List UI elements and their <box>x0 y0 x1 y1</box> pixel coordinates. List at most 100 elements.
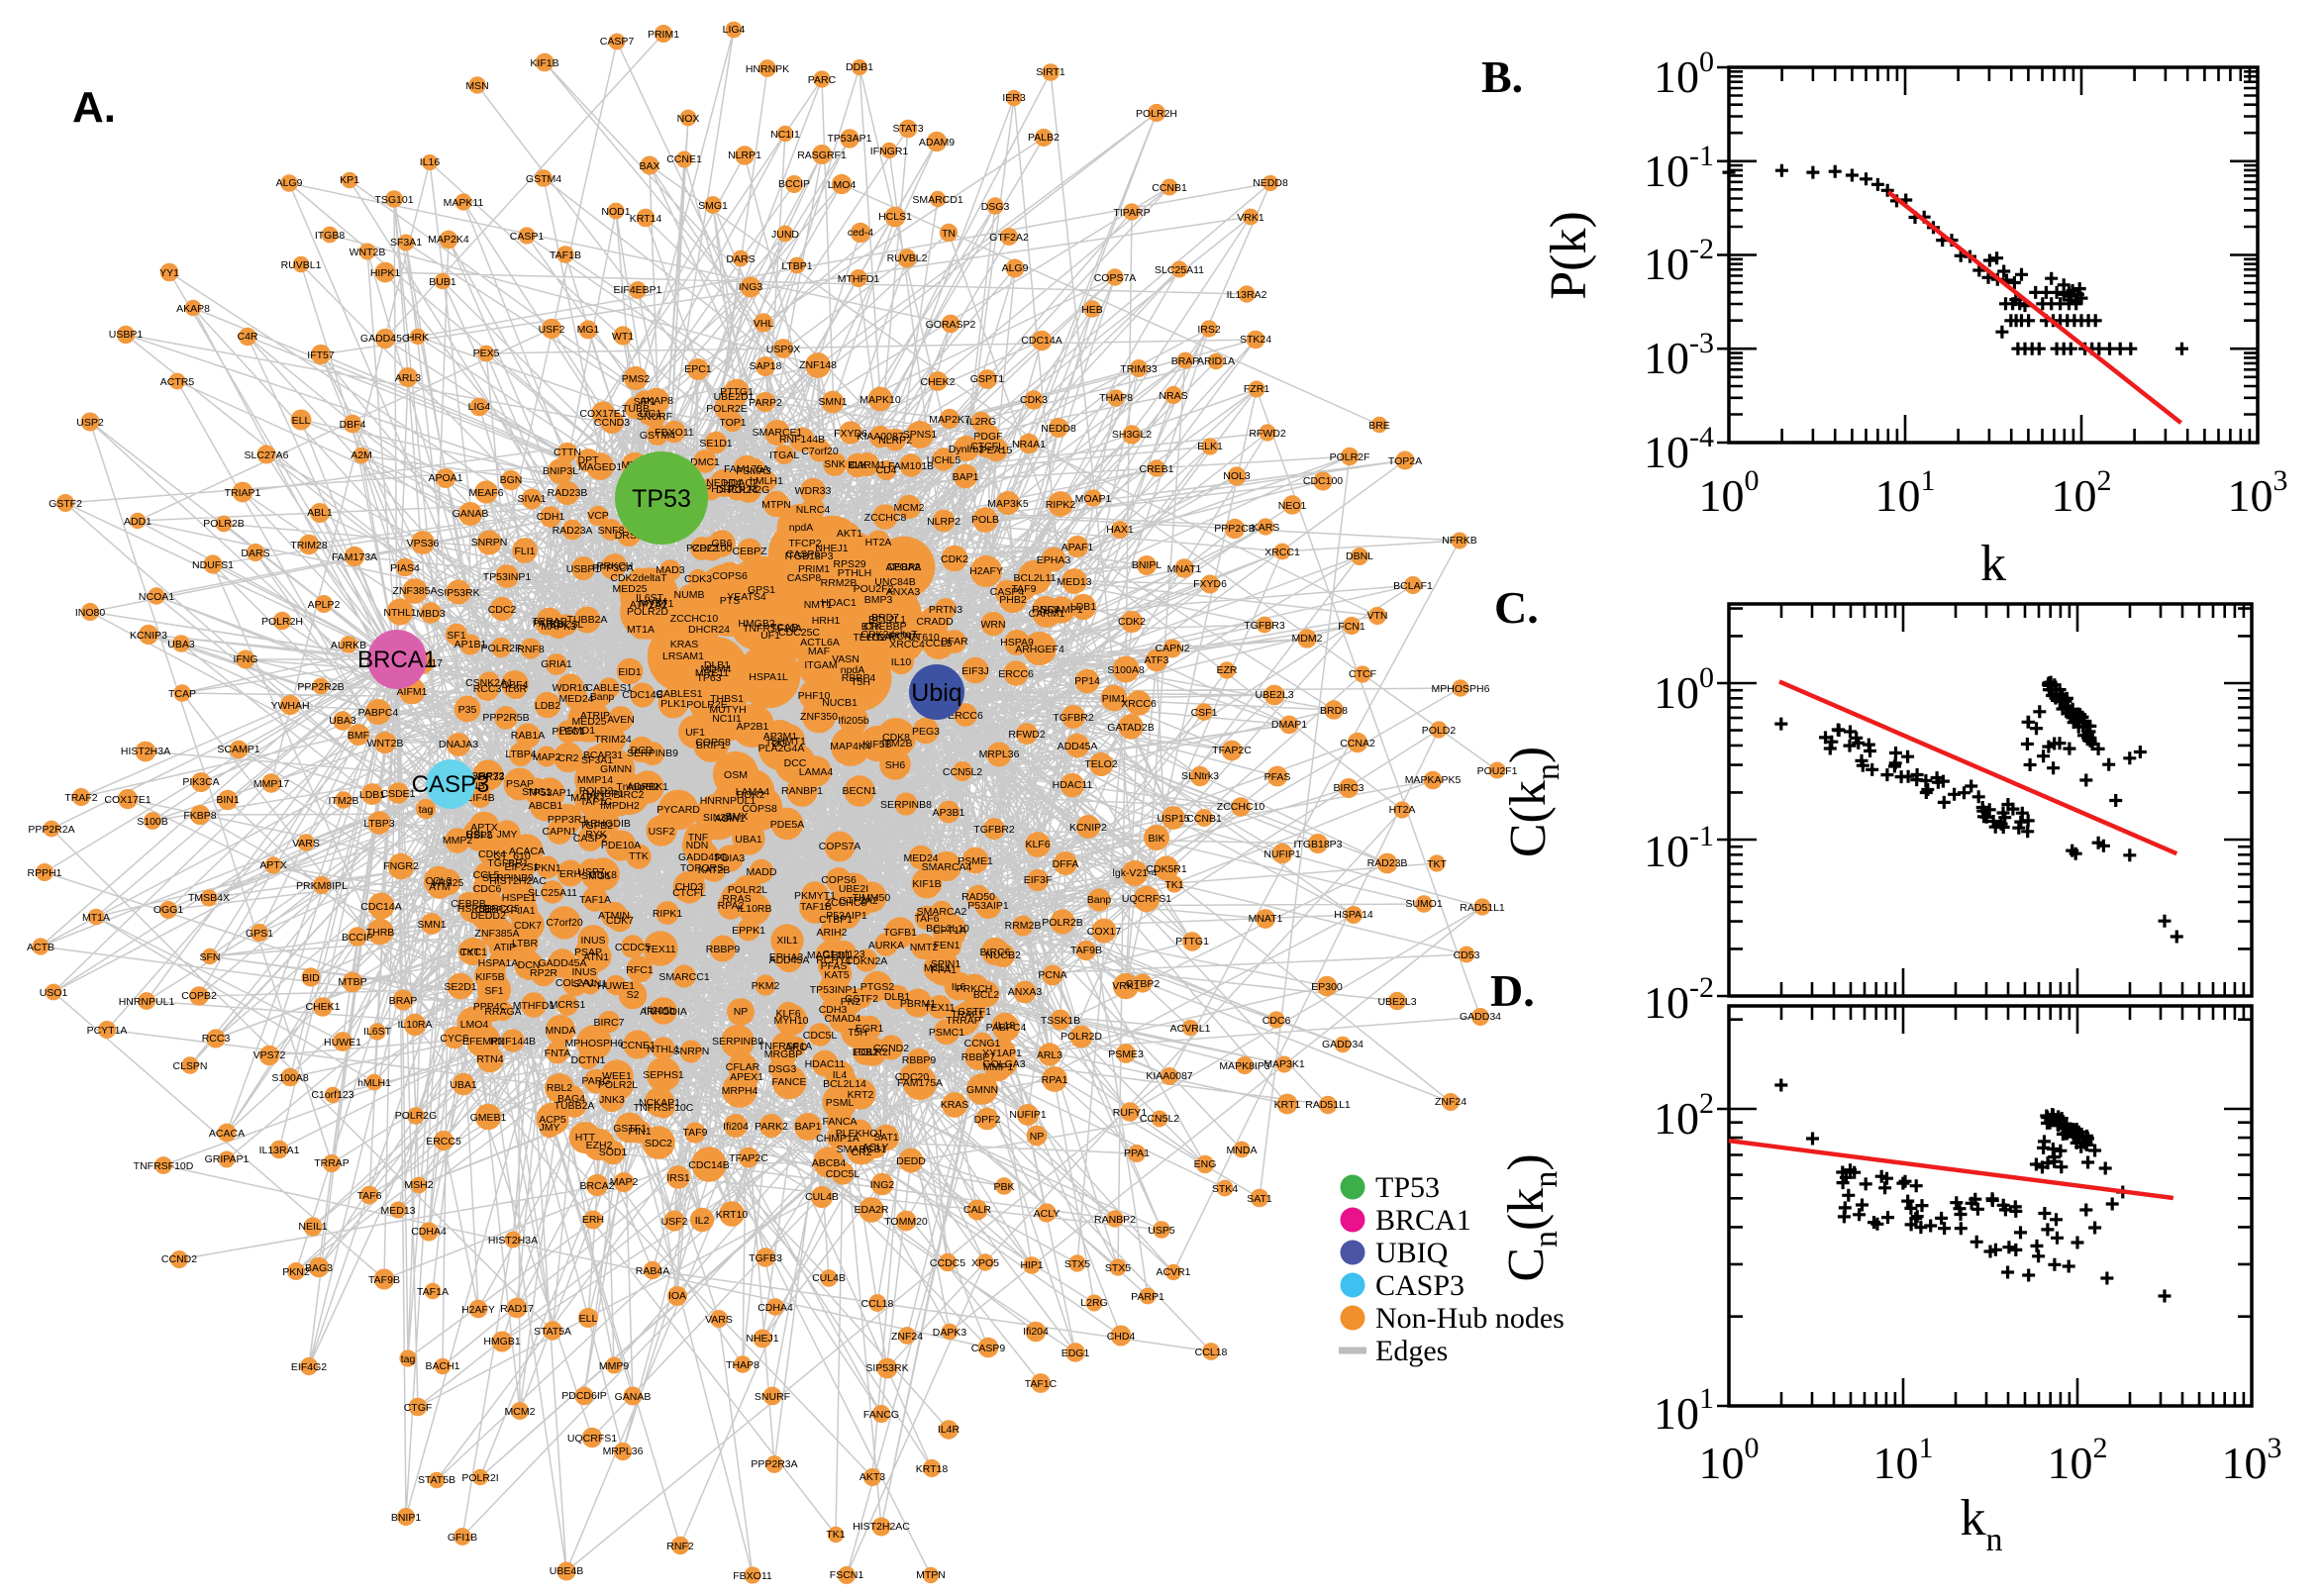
svg-text:MRGBP: MRGBP <box>764 1048 803 1060</box>
svg-text:FAM175A: FAM175A <box>724 463 769 475</box>
svg-text:RFWD2: RFWD2 <box>1008 729 1045 741</box>
svg-text:IFT57: IFT57 <box>307 349 335 361</box>
svg-text:TAF1A: TAF1A <box>579 894 611 906</box>
svg-text:NHEJ1: NHEJ1 <box>815 543 848 554</box>
svg-text:CCNA2: CCNA2 <box>1340 738 1375 749</box>
svg-text:BIN1: BIN1 <box>216 794 240 806</box>
svg-text:MSN: MSN <box>465 80 488 92</box>
svg-text:MTPN: MTPN <box>916 1569 946 1581</box>
svg-text:ABL1: ABL1 <box>307 507 333 519</box>
svg-text:PTTG1: PTTG1 <box>1175 936 1209 948</box>
svg-text:lgk-V21-4: lgk-V21-4 <box>1113 867 1158 879</box>
svg-text:NUFIP1: NUFIP1 <box>1009 1109 1047 1121</box>
svg-text:PLK1: PLK1 <box>660 698 686 710</box>
svg-text:COPS7A: COPS7A <box>1094 272 1137 284</box>
svg-text:UF1: UF1 <box>685 727 705 739</box>
svg-text:HMGB2: HMGB2 <box>738 618 775 630</box>
svg-text:IL10RA: IL10RA <box>397 1019 432 1031</box>
svg-text:IFNGR1: IFNGR1 <box>870 146 909 157</box>
svg-text:IL13RA2: IL13RA2 <box>1227 289 1267 301</box>
svg-text:HTT: HTT <box>575 1132 596 1144</box>
svg-text:tag: tag <box>401 1353 416 1365</box>
svg-text:SMARCA4: SMARCA4 <box>922 861 972 873</box>
svg-text:AP3B1: AP3B1 <box>933 807 965 819</box>
svg-text:NHEJ1: NHEJ1 <box>746 1333 778 1345</box>
svg-text:DBF4: DBF4 <box>340 419 366 431</box>
svg-text:RNF2: RNF2 <box>666 1541 694 1552</box>
svg-text:MOAP1: MOAP1 <box>1075 493 1112 505</box>
svg-text:IL16: IL16 <box>420 156 441 168</box>
svg-text:ATIP: ATIP <box>494 942 517 953</box>
svg-text:TP63: TP63 <box>696 672 721 684</box>
svg-text:APAF1: APAF1 <box>1061 542 1094 553</box>
svg-text:DSG3: DSG3 <box>768 1063 797 1075</box>
svg-text:RUFY1: RUFY1 <box>1113 1107 1148 1119</box>
svg-text:CCNB1: CCNB1 <box>1186 813 1222 825</box>
svg-text:C1orf123: C1orf123 <box>822 948 864 960</box>
svg-text:MNAT1: MNAT1 <box>1167 563 1202 575</box>
svg-text:UBA1: UBA1 <box>450 1079 477 1091</box>
svg-text:SMARCC1: SMARCC1 <box>658 971 710 983</box>
svg-text:BAX: BAX <box>639 160 659 172</box>
svg-text:SF1: SF1 <box>484 985 503 997</box>
svg-text:APEX1: APEX1 <box>730 1071 763 1083</box>
svg-text:IL10: IL10 <box>891 656 912 668</box>
svg-text:NLRP2: NLRP2 <box>927 516 960 528</box>
svg-text:CCL3: CCL3 <box>426 875 453 887</box>
svg-text:ACTB: ACTB <box>27 942 54 953</box>
svg-text:HAX1: HAX1 <box>1106 524 1134 536</box>
svg-text:ERCC5: ERCC5 <box>426 1136 461 1147</box>
svg-text:NEO1: NEO1 <box>1278 500 1307 512</box>
svg-text:ZNF24: ZNF24 <box>1435 1096 1466 1108</box>
svg-text:MAPK11: MAPK11 <box>444 197 484 209</box>
svg-text:CDC20: CDC20 <box>895 1071 930 1083</box>
svg-text:FANCE: FANCE <box>771 1076 806 1088</box>
svg-text:ELK1: ELK1 <box>1197 441 1223 452</box>
svg-text:PABPC4: PABPC4 <box>358 707 399 719</box>
svg-text:VTN: VTN <box>1367 610 1388 622</box>
svg-text:FNGR2: FNGR2 <box>383 860 419 872</box>
svg-text:TTK: TTK <box>629 850 649 862</box>
svg-text:SNRPN: SNRPN <box>471 537 508 549</box>
svg-text:RANBP2: RANBP2 <box>1094 1214 1136 1226</box>
svg-text:ITM2B: ITM2B <box>329 795 359 807</box>
svg-text:C7orf20: C7orf20 <box>546 917 583 929</box>
svg-text:PRIM1: PRIM1 <box>798 563 830 575</box>
svg-text:POLR2F: POLR2F <box>481 643 522 654</box>
svg-text:NEDD8: NEDD8 <box>1253 177 1288 189</box>
svg-text:RBL2: RBL2 <box>547 1082 572 1094</box>
svg-text:LMO4: LMO4 <box>828 179 857 191</box>
svg-text:P53AIP1: P53AIP1 <box>967 900 1009 912</box>
svg-text:IER3: IER3 <box>1002 92 1026 104</box>
svg-text:CARM1: CARM1 <box>1029 608 1065 620</box>
svg-text:ARHGDIA: ARHGDIA <box>640 1006 687 1018</box>
svg-text:SMARCA2: SMARCA2 <box>917 906 967 918</box>
svg-text:CDC6: CDC6 <box>473 883 502 895</box>
svg-text:ING2: ING2 <box>870 1179 895 1191</box>
svg-text:TRAF2: TRAF2 <box>64 792 97 804</box>
svg-text:CDK2: CDK2 <box>1118 616 1146 628</box>
svg-text:Non-Hub nodes: Non-Hub nodes <box>1375 1302 1565 1335</box>
svg-text:TKT: TKT <box>460 947 480 958</box>
svg-text:CDHA4: CDHA4 <box>411 1226 447 1238</box>
svg-text:CHMP1A: CHMP1A <box>816 1133 859 1145</box>
svg-text:NOX: NOX <box>677 113 700 125</box>
svg-text:GRIPAP1: GRIPAP1 <box>205 1153 250 1165</box>
svg-text:IL2RG: IL2RG <box>966 416 996 428</box>
svg-text:POU2F1: POU2F1 <box>1477 765 1518 777</box>
svg-text:APTX: APTX <box>259 859 286 871</box>
svg-text:DLB1: DLB1 <box>884 991 910 1003</box>
svg-text:RUVBL1: RUVBL1 <box>281 259 322 271</box>
svg-text:GSTM4: GSTM4 <box>526 173 561 185</box>
svg-text:HDAC1: HDAC1 <box>821 597 857 609</box>
svg-text:RBBP9: RBBP9 <box>706 944 741 955</box>
svg-text:RFC1: RFC1 <box>626 964 654 976</box>
svg-text:POLR2L: POLR2L <box>728 884 767 896</box>
svg-text:HSPE1: HSPE1 <box>502 892 537 904</box>
svg-text:CTBP1: CTBP1 <box>819 914 853 926</box>
svg-text:LMO4: LMO4 <box>460 1019 489 1031</box>
svg-text:TFAP2C: TFAP2C <box>729 1152 768 1164</box>
svg-text:CCN5L2: CCN5L2 <box>1140 1113 1179 1125</box>
svg-text:HT2A: HT2A <box>865 537 892 549</box>
svg-text:POLR2G: POLR2G <box>728 484 770 496</box>
